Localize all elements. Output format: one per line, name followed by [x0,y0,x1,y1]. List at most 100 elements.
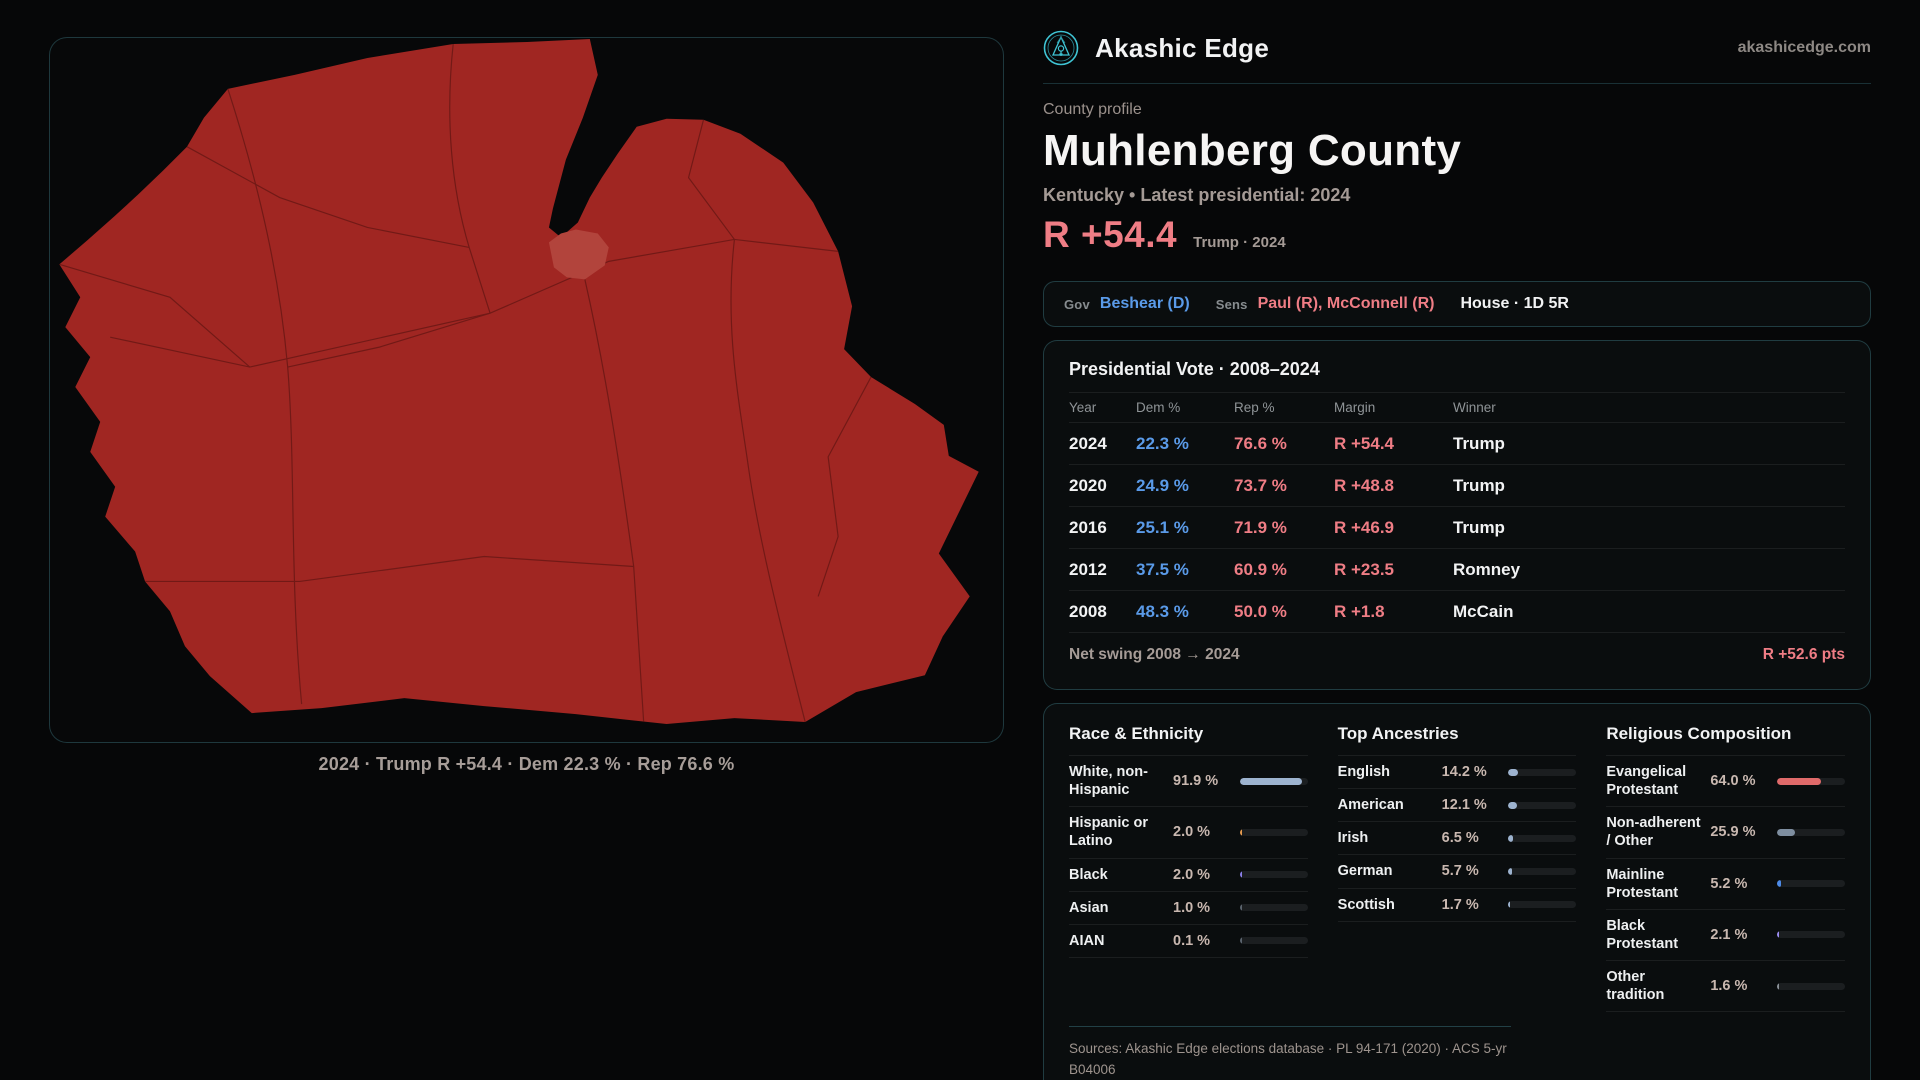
demo-bar-fill [1239,777,1303,785]
akashic-sigil-icon [1043,30,1079,66]
vote-table-row: 2016 25.1 % 71.9 % R +46.9 Trump [1069,507,1845,549]
cell-rep: 71.9 % [1234,517,1287,537]
demo-bar-track [1777,931,1845,939]
demo-row: Non-adherent / Other 25.9 % [1606,807,1845,859]
demo-bar-track [1508,867,1577,875]
demo-label: American [1337,797,1404,814]
precinct-boundaries [59,43,872,723]
demo-bar-fill [1239,871,1242,879]
demo-value: 2.0 % [1173,824,1211,841]
demo-row: Asian 1.0 % [1069,892,1308,925]
cell-dem: 24.9 % [1136,475,1189,495]
demo-label: AIAN [1069,932,1105,949]
demo-value: 25.9 % [1710,824,1756,841]
cell-rep: 73.7 % [1234,475,1287,495]
latest-margin: R +54.4 Trump · 2024 [1043,214,1871,256]
demo-row: German 5.7 % [1337,855,1577,889]
demo-section: Race & Ethnicity White, non-Hispanic 91.9 … [1069,724,1308,1012]
demo-bar-fill [1777,982,1779,990]
demo-label: White, non-Hispanic [1069,764,1148,799]
officials-bar: Gov Beshear (D) Sens Paul (R), McConnell… [1043,281,1871,327]
demo-row: White, non-Hispanic 91.9 % [1069,756,1308,808]
page-title: Muhlenberg County [1043,126,1462,175]
demo-bar-track [1239,871,1308,879]
margin-caption: Trump · 2024 [1193,234,1286,251]
demo-row: Other tradition 1.6 % [1606,961,1845,1013]
demo-label: Mainline Protestant [1606,866,1679,901]
county-map [59,38,979,725]
demo-bar-track [1777,880,1845,888]
cell-year: 2016 [1069,517,1107,537]
vote-table-row: 2020 24.9 % 73.7 % R +48.8 Trump [1069,465,1845,507]
demo-bar-fill [1508,834,1513,842]
profile-column: Akashic Edge akashicedge.com County prof… [1043,0,1871,1080]
demo-bar-track [1239,904,1308,912]
demo-bar-track [1508,768,1577,776]
demo-bar-track [1239,937,1308,945]
demo-bar-fill [1239,904,1242,912]
demo-bar-fill [1239,828,1242,836]
demo-bar-track [1777,828,1845,836]
house-value: House · 1D 5R [1460,295,1569,312]
demo-label: English [1337,764,1391,780]
demo-bar-track [1239,777,1308,785]
net-swing-label: Net swing 2008 → 2024 [1069,646,1240,663]
demo-value: 12.1 % [1441,797,1487,814]
eyebrow-label: County profile [1043,101,1142,118]
demo-label: Asian [1069,899,1109,916]
net-swing-value: R +52.6 pts [1762,646,1845,663]
demo-value: 6.5 % [1441,830,1479,847]
cell-year: 2012 [1069,559,1107,579]
column-header: Winner [1453,400,1496,415]
demo-bar-fill [1777,880,1781,888]
vote-card-title: Presidential Vote · 2008–2024 [1069,359,1845,393]
gov-label: Gov [1064,296,1090,312]
demo-value: 64.0 % [1710,773,1756,790]
cell-marg: R +1.8 [1334,601,1385,621]
sources-block: Sources: Akashic Edge elections database… [1069,1026,1512,1080]
demo-bar-fill [1508,867,1513,875]
demo-value: 1.7 % [1441,896,1479,913]
cell-winner: Trump [1453,475,1505,495]
demo-label: Hispanic or Latino [1069,815,1148,850]
demographics-card: Race & Ethnicity White, non-Hispanic 91.9 … [1043,703,1871,1080]
demo-row: Hispanic or Latino 2.0 % [1069,807,1308,859]
cell-winner: Trump [1453,433,1505,453]
demo-section-title: Religious Composition [1606,724,1845,756]
demo-bar-track [1508,834,1577,842]
demo-row: English 14.2 % [1337,756,1577,790]
cell-dem: 25.1 % [1136,517,1189,537]
demo-bar-track [1777,777,1845,785]
cell-dem: 48.3 % [1136,601,1189,621]
demo-bar-track [1508,901,1577,909]
demo-row: Scottish 1.7 % [1337,889,1577,922]
demo-bar-fill [1508,901,1511,909]
cell-marg: R +48.8 [1334,475,1395,495]
state-subtitle: Kentucky • Latest presidential: 2024 [1043,185,1351,205]
demo-bar-track [1239,828,1308,836]
demo-label: Evangelical Protestant [1606,764,1687,799]
demo-label: Black Protestant [1606,917,1679,952]
demo-label: Non-adherent / Other [1606,815,1701,850]
sources-line: Sources: Akashic Edge elections database… [1069,1041,1507,1077]
demo-bar-fill [1777,828,1795,836]
cell-dem: 22.3 % [1136,433,1189,453]
vote-table: Year Dem % Rep % Margin Winner 2024 22.3 % 76.6… [1069,393,1845,633]
cell-winner: McCain [1453,601,1514,621]
brand-header: Akashic Edge akashicedge.com [1043,0,1871,84]
demo-row: Black 2.0 % [1069,859,1308,892]
demo-row: Irish 6.5 % [1337,822,1577,856]
demo-bar-fill [1777,931,1779,939]
gov-value: Beshear (D) [1099,295,1190,312]
county-shape [59,38,979,725]
sens-value: Paul (R), McConnell (R) [1257,295,1435,312]
presidential-vote-card: Presidential Vote · 2008–2024 Year Dem % R… [1043,340,1871,690]
column-header: Dem % [1136,400,1181,415]
demo-label: Irish [1337,830,1369,847]
demo-bar-fill [1508,801,1517,809]
demo-section: Top Ancestries English 14.2 % American 12.1 … [1337,724,1577,1012]
demo-value: 2.0 % [1173,866,1211,883]
cell-rep: 76.6 % [1234,433,1287,453]
cell-rep: 60.9 % [1234,559,1287,579]
